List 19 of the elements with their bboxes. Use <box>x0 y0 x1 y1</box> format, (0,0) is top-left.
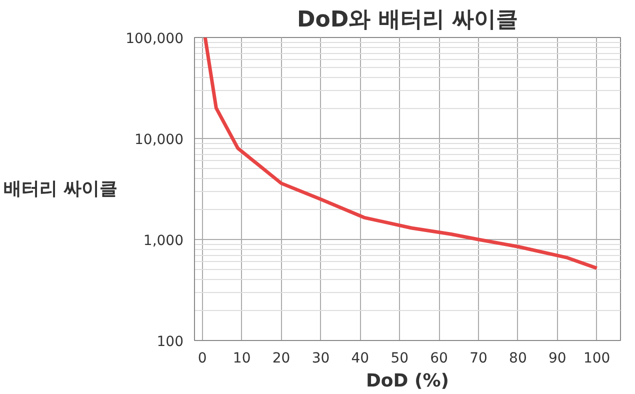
y-axis-title: 배터리 싸이클 <box>3 178 118 200</box>
x-tick-label: 30 <box>312 350 330 366</box>
y-tick-label: 100,000 <box>126 31 184 47</box>
x-tick-label: 60 <box>430 350 448 366</box>
x-tick-label: 0 <box>198 350 207 366</box>
x-tick-label: 10 <box>232 350 251 366</box>
x-tick-label: 70 <box>470 350 488 366</box>
y-tick-label: 10,000 <box>134 132 184 148</box>
y-tick-label: 100 <box>156 334 184 350</box>
y-tick-label: 1,000 <box>143 233 184 249</box>
chart-title: DoD와 배터리 싸이클 <box>297 8 518 32</box>
line-series <box>203 38 599 270</box>
x-tick-label: 40 <box>351 350 370 366</box>
x-tick-label: 80 <box>509 350 527 366</box>
x-tick-label: 100 <box>583 350 610 366</box>
x-axis-title: DoD (%) <box>366 370 450 392</box>
x-tick-label: 20 <box>272 350 290 366</box>
x-tick-label: 90 <box>548 350 566 366</box>
x-tick-label: 50 <box>390 350 409 366</box>
